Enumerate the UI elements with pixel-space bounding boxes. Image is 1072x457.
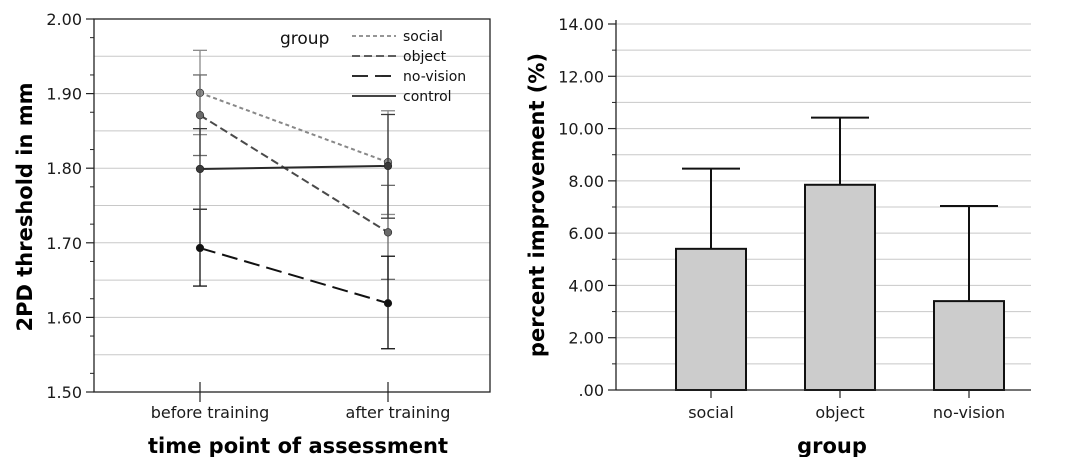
line-chart-panel: 1.50 1.60 1.70 1.80 1.90 2.00 before training… bbox=[13, 10, 491, 457]
y-tick-label: 2.00 bbox=[46, 10, 82, 29]
y-tick-label: 4.00 bbox=[568, 276, 604, 295]
x-tick-label: object bbox=[815, 403, 864, 422]
bar-chart-x-axis: social object no-vision bbox=[688, 390, 1005, 422]
line-chart-legend: group social object no-vision control bbox=[280, 29, 466, 105]
legend-label-no-vision: no-vision bbox=[403, 69, 466, 85]
x-tick-label: no-vision bbox=[933, 403, 1005, 422]
data-point-object bbox=[383, 228, 393, 237]
series-no-vision bbox=[193, 208, 395, 350]
y-tick-label: 8.00 bbox=[568, 172, 604, 191]
x-tick-label: after training bbox=[346, 403, 451, 422]
y-tick-label: 2.00 bbox=[568, 329, 604, 348]
y-tick-label: 6.00 bbox=[568, 224, 604, 243]
series-object bbox=[193, 74, 395, 281]
y-tick-label: 12.00 bbox=[558, 67, 604, 86]
bar-no-vision bbox=[933, 300, 1005, 391]
legend-title: group bbox=[280, 29, 329, 49]
y-tick-label: .00 bbox=[579, 381, 604, 400]
bar-chart-bars bbox=[675, 116, 1005, 391]
bar-chart-y-axis: .00 2.00 4.00 6.00 8.00 10.00 12.00 14.00 bbox=[558, 15, 616, 400]
data-point-control bbox=[195, 164, 205, 174]
series-line-control bbox=[199, 164, 389, 170]
x-tick-label: social bbox=[688, 403, 734, 422]
series-line-no-vision bbox=[199, 247, 389, 305]
bar-chart-panel: .00 2.00 4.00 6.00 8.00 10.00 12.00 14.00 socia… bbox=[525, 15, 1031, 457]
y-tick-label: 1.80 bbox=[46, 159, 82, 178]
bar-chart-y-axis-title: percent improvement (%) bbox=[525, 53, 549, 357]
y-tick-label: 14.00 bbox=[558, 15, 604, 34]
legend-label-social: social bbox=[403, 29, 443, 45]
series-line-social bbox=[199, 91, 389, 164]
line-chart-series bbox=[193, 49, 395, 350]
legend-label-control: control bbox=[403, 89, 452, 105]
bar-object bbox=[804, 183, 876, 391]
y-tick-label: 1.90 bbox=[46, 85, 82, 104]
legend-label-object: object bbox=[403, 49, 447, 65]
series-line-object bbox=[199, 114, 389, 234]
data-point-no-vision bbox=[383, 299, 393, 308]
line-chart-plot-frame bbox=[93, 18, 491, 393]
y-tick-label: 1.60 bbox=[46, 308, 82, 327]
line-chart-y-axis: 1.50 1.60 1.70 1.80 1.90 2.00 bbox=[46, 10, 94, 402]
y-tick-label: 1.70 bbox=[46, 234, 82, 253]
data-point-no-vision bbox=[195, 243, 205, 253]
series-control bbox=[193, 113, 395, 219]
line-chart-y-axis-title: 2PD threshold in mm bbox=[13, 83, 37, 332]
y-tick-label: 10.00 bbox=[558, 120, 604, 139]
bar-chart-x-axis-title: group bbox=[797, 434, 867, 457]
x-tick-label: before training bbox=[151, 403, 270, 422]
data-point-control bbox=[383, 161, 393, 171]
data-point-object bbox=[195, 111, 205, 120]
line-chart-x-axis-title: time point of assessment bbox=[148, 434, 448, 457]
bar-social bbox=[675, 247, 747, 391]
line-chart-x-axis: before training after training bbox=[151, 382, 451, 422]
y-tick-label: 1.50 bbox=[46, 383, 82, 402]
series-social bbox=[193, 49, 395, 216]
